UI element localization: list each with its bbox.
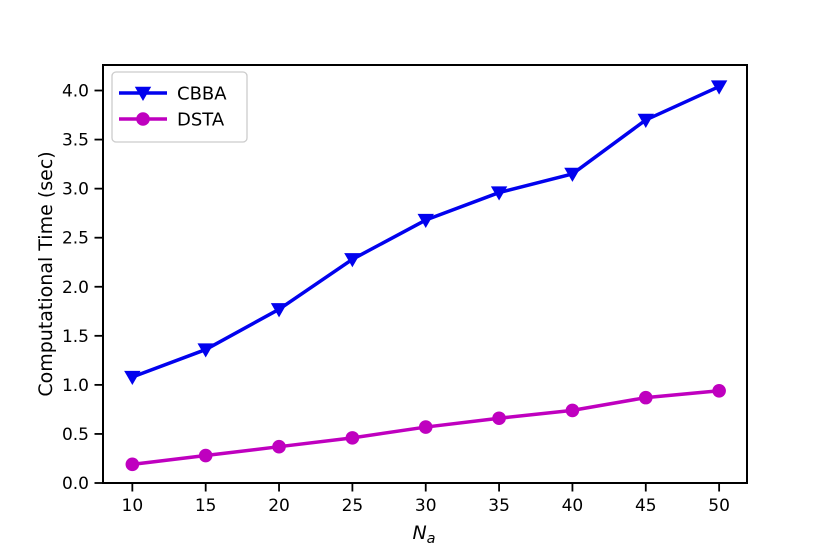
data-point-marker-dsta [565,403,580,418]
data-point-marker-cbba [344,253,361,268]
x-axis-tick-label: 30 [415,496,437,516]
x-axis-tick-label: 50 [708,496,730,516]
y-axis-tick-label: 1.5 [62,327,89,347]
data-point-marker-dsta [198,448,213,463]
x-axis-label-main: N [412,522,426,544]
x-axis-label-subscript: a [427,531,436,547]
plot-frame [102,64,748,484]
x-axis-tick-label: 40 [562,496,584,516]
data-point-marker-cbba [710,80,728,95]
legend-marker-dsta [136,112,150,126]
x-axis-label: Na [412,522,435,547]
legend-box [111,71,248,143]
x-axis-tick-label: 10 [122,496,144,516]
legend-label-cbba: CBBA [177,84,227,105]
legend-marker-cbba [134,86,152,101]
data-point-marker-dsta [345,431,360,445]
y-axis-tick-label: 4.0 [62,82,89,102]
data-point-marker-dsta [492,411,506,426]
data-point-marker-dsta [272,439,286,454]
x-axis-tick-label: 45 [635,496,657,516]
data-point-marker-cbba [564,167,581,182]
y-axis-tick-label: 3.5 [62,131,89,151]
x-axis-tick-label: 35 [488,496,510,516]
y-axis-tick-label: 2.0 [62,278,89,298]
data-point-marker-dsta [712,383,726,398]
y-axis-label: Computational Time (sec) [35,151,57,396]
data-point-marker-cbba [124,370,141,386]
y-axis-tick-label: 3.0 [62,180,89,200]
data-point-marker-dsta [125,457,140,472]
data-point-marker-cbba [490,186,508,201]
legend-label-dsta: DSTA [177,110,225,131]
y-axis-tick-label: 0.0 [62,474,89,494]
x-axis-tick-label: 25 [342,496,364,516]
data-point-marker-cbba [270,303,288,318]
y-axis-tick-label: 1.0 [62,376,89,396]
y-axis-tick-label: 2.5 [62,229,89,249]
data-point-marker-cbba [197,343,214,358]
y-axis-tick-label: 0.5 [62,425,89,445]
data-point-marker-dsta [418,420,433,434]
data-point-marker-cbba [417,213,434,229]
x-axis-tick-label: 20 [268,496,290,516]
data-point-marker-cbba [637,113,654,128]
x-axis-tick-label: 15 [195,496,217,516]
data-point-marker-dsta [638,390,653,405]
